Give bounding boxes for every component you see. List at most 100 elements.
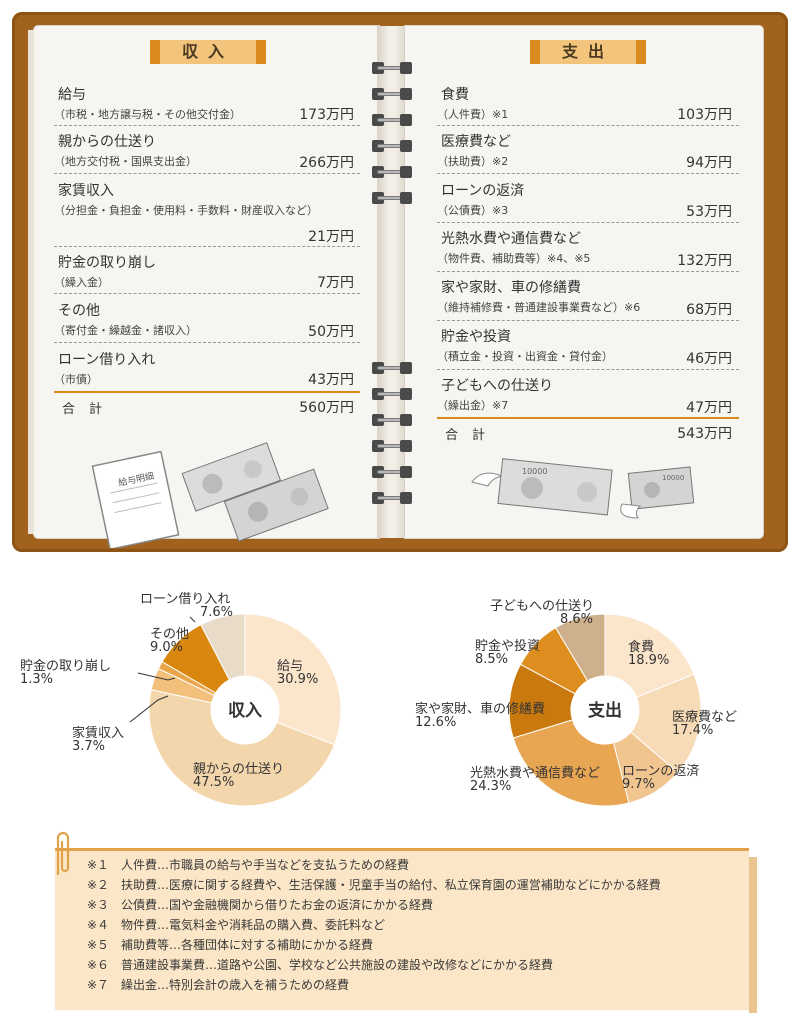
income-row-subtitle: （市税・地方譲与税・その他交付金） [54, 108, 241, 121]
income-row-title: 給与 [58, 87, 86, 103]
footnote-line: ※６ 普通建設事業費…道路や公園、学校など公共施設の建設や改修などにかかる経費 [87, 958, 554, 972]
binding-ring [372, 140, 412, 152]
binding-ring [372, 492, 412, 504]
binding-ring [372, 62, 412, 74]
expense-row-subtitle: （維持補修費・普通建設事業費など）※6 [437, 301, 641, 314]
donut-slice-label: 親からの仕送り [193, 762, 285, 777]
expense-total-label: 合計 [445, 428, 500, 443]
expense-row-title: 子どもへの仕送り [441, 378, 553, 394]
footnote-line: ※４ 物件費…電気料金や消耗品の購入費、委託料など [87, 918, 386, 932]
footnote-line: ※５ 補助費等…各種団体に対する補助にかかる経費 [87, 938, 374, 952]
income-row-title: その他 [58, 303, 100, 319]
expense-total-rule [437, 417, 739, 419]
winged-banknote-icon-2: 10000 [620, 466, 695, 519]
expense-row-title: 貯金や投資 [441, 329, 511, 345]
payslip-icon [91, 450, 180, 548]
donut-slice-label: その他 [150, 627, 190, 642]
income-row-divider [54, 342, 360, 343]
footnote-line: ※１ 人件費…市職員の給与や手当などを支払うための経費 [87, 858, 410, 872]
income-row-divider [54, 125, 360, 126]
expense-row-title: 医療費など [441, 134, 511, 150]
binding-ring [372, 362, 412, 374]
income-row-amount: 43万円 [308, 372, 354, 388]
expense-row-title: 家や家財、車の修繕費 [441, 280, 581, 296]
expense-row-subtitle: （公債費）※3 [437, 204, 509, 217]
donut-slice-label: 給与 [277, 659, 304, 674]
donut-leader-lines [129, 616, 196, 723]
binding-ring [372, 466, 412, 478]
flying-money-illustration: 10000 10000 [471, 458, 695, 519]
donut-slice-percent: 7.6% [200, 605, 234, 620]
footnote-line: ※３ 公債費…国や金融機関から借りたお金の返済にかかる経費 [87, 898, 434, 912]
leader-line-savings-withdrawal [137, 672, 176, 681]
income-row-amount: 266万円 [299, 155, 354, 171]
income-row-subtitle: （分担金・負担金・使用料・手数料・財産収入など） [54, 204, 318, 217]
donut-slice-percent: 17.4% [672, 723, 714, 738]
expense-row-divider [437, 173, 739, 174]
donut-slice-label: ローンの返済 [622, 764, 700, 779]
notebook-gutter [377, 26, 407, 538]
income-total-label: 合計 [62, 402, 117, 417]
leader-line-rent [129, 695, 169, 723]
binding-ring [372, 414, 412, 426]
income-total-amount: 560万円 [299, 400, 354, 416]
expense-row-amount: 46万円 [686, 351, 732, 367]
expense-total-amount: 543万円 [677, 426, 732, 442]
donut-slice-percent: 47.5% [193, 775, 235, 790]
donut-slice-label: 医療費など [672, 710, 738, 725]
donut-slice-label: 子どもへの仕送り [490, 599, 595, 614]
income-row-divider [54, 293, 360, 294]
income-row-title: ローン借り入れ [58, 352, 156, 368]
expense-row-subtitle: （繰出金）※7 [437, 399, 509, 412]
expense-page [405, 26, 763, 538]
income-row-subtitle: （市債） [54, 373, 98, 386]
expense-row-amount: 53万円 [686, 204, 732, 220]
expense-row-amount: 103万円 [677, 107, 732, 123]
expense-row-amount: 68万円 [686, 302, 732, 318]
winged-banknote-icon: 10000 [471, 458, 613, 516]
footnote-line: ※７ 繰出金…特別会計の歳入を補うための経費 [87, 978, 350, 992]
banknote-icon-2 [223, 468, 329, 542]
expense-row-divider [437, 125, 739, 126]
income-row-title: 貯金の取り崩し [58, 255, 156, 271]
expense-row-title: ローンの返済 [441, 183, 525, 199]
income-total-rule [54, 391, 360, 393]
income-row-amount: 50万円 [308, 324, 354, 340]
paperclip-icon [56, 831, 70, 876]
income-row-subtitle: （繰入金） [54, 276, 109, 289]
banknote-number-left: 10000 [522, 467, 547, 476]
donut-slice-percent: 3.7% [72, 739, 106, 754]
donut-center-label: 収入 [228, 701, 262, 721]
income-row-title: 親からの仕送り [58, 134, 156, 150]
income-row-divider [54, 246, 360, 247]
donut-center-label: 支出 [588, 700, 622, 721]
donut-slice-label: ローン借り入れ [140, 592, 231, 607]
donut-slice-percent: 12.6% [415, 715, 457, 730]
footnote-line: ※２ 扶助費…医療に関する経費や、生活保護・児童手当の給付、私立保育園の運営補助… [87, 878, 661, 892]
expense-row-divider [437, 369, 739, 370]
expense-row-title: 食費 [441, 87, 469, 103]
expense-row-amount: 132万円 [677, 253, 732, 269]
donut-slice-label: 貯金や投資 [475, 639, 541, 654]
income-row-subtitle: （寄付金・繰越金・諸収入） [54, 324, 197, 337]
income-page [28, 26, 379, 538]
expense-row-subtitle: （物件費、補助費等）※4、※5 [437, 252, 591, 265]
donut-slice-percent: 8.6% [560, 612, 594, 627]
income-row-amount: 7万円 [317, 275, 354, 291]
donut-hole [571, 676, 639, 744]
expense-header: 支出 [530, 40, 646, 64]
banknote-icon [181, 442, 282, 512]
donut-slice-percent: 9.0% [150, 640, 184, 655]
expense-row-title: 光熱水費や通信費など [441, 231, 581, 247]
banknote-number-right: 10000 [662, 474, 684, 482]
income-header: 収入 [150, 40, 266, 64]
binding-ring [372, 440, 412, 452]
donut-slice-label: 家賃収入 [72, 726, 125, 741]
expense-donut-chart: 支出 [508, 613, 702, 807]
donut-slice-percent: 1.3% [20, 672, 54, 687]
footnotes-box [55, 848, 757, 1013]
donut-slice-label: 食費 [628, 640, 655, 655]
income-row-title: 家賃収入 [58, 183, 114, 199]
income-row-divider [54, 173, 360, 174]
donut-slice-label: 家や家財、車の修繕費 [415, 702, 546, 717]
